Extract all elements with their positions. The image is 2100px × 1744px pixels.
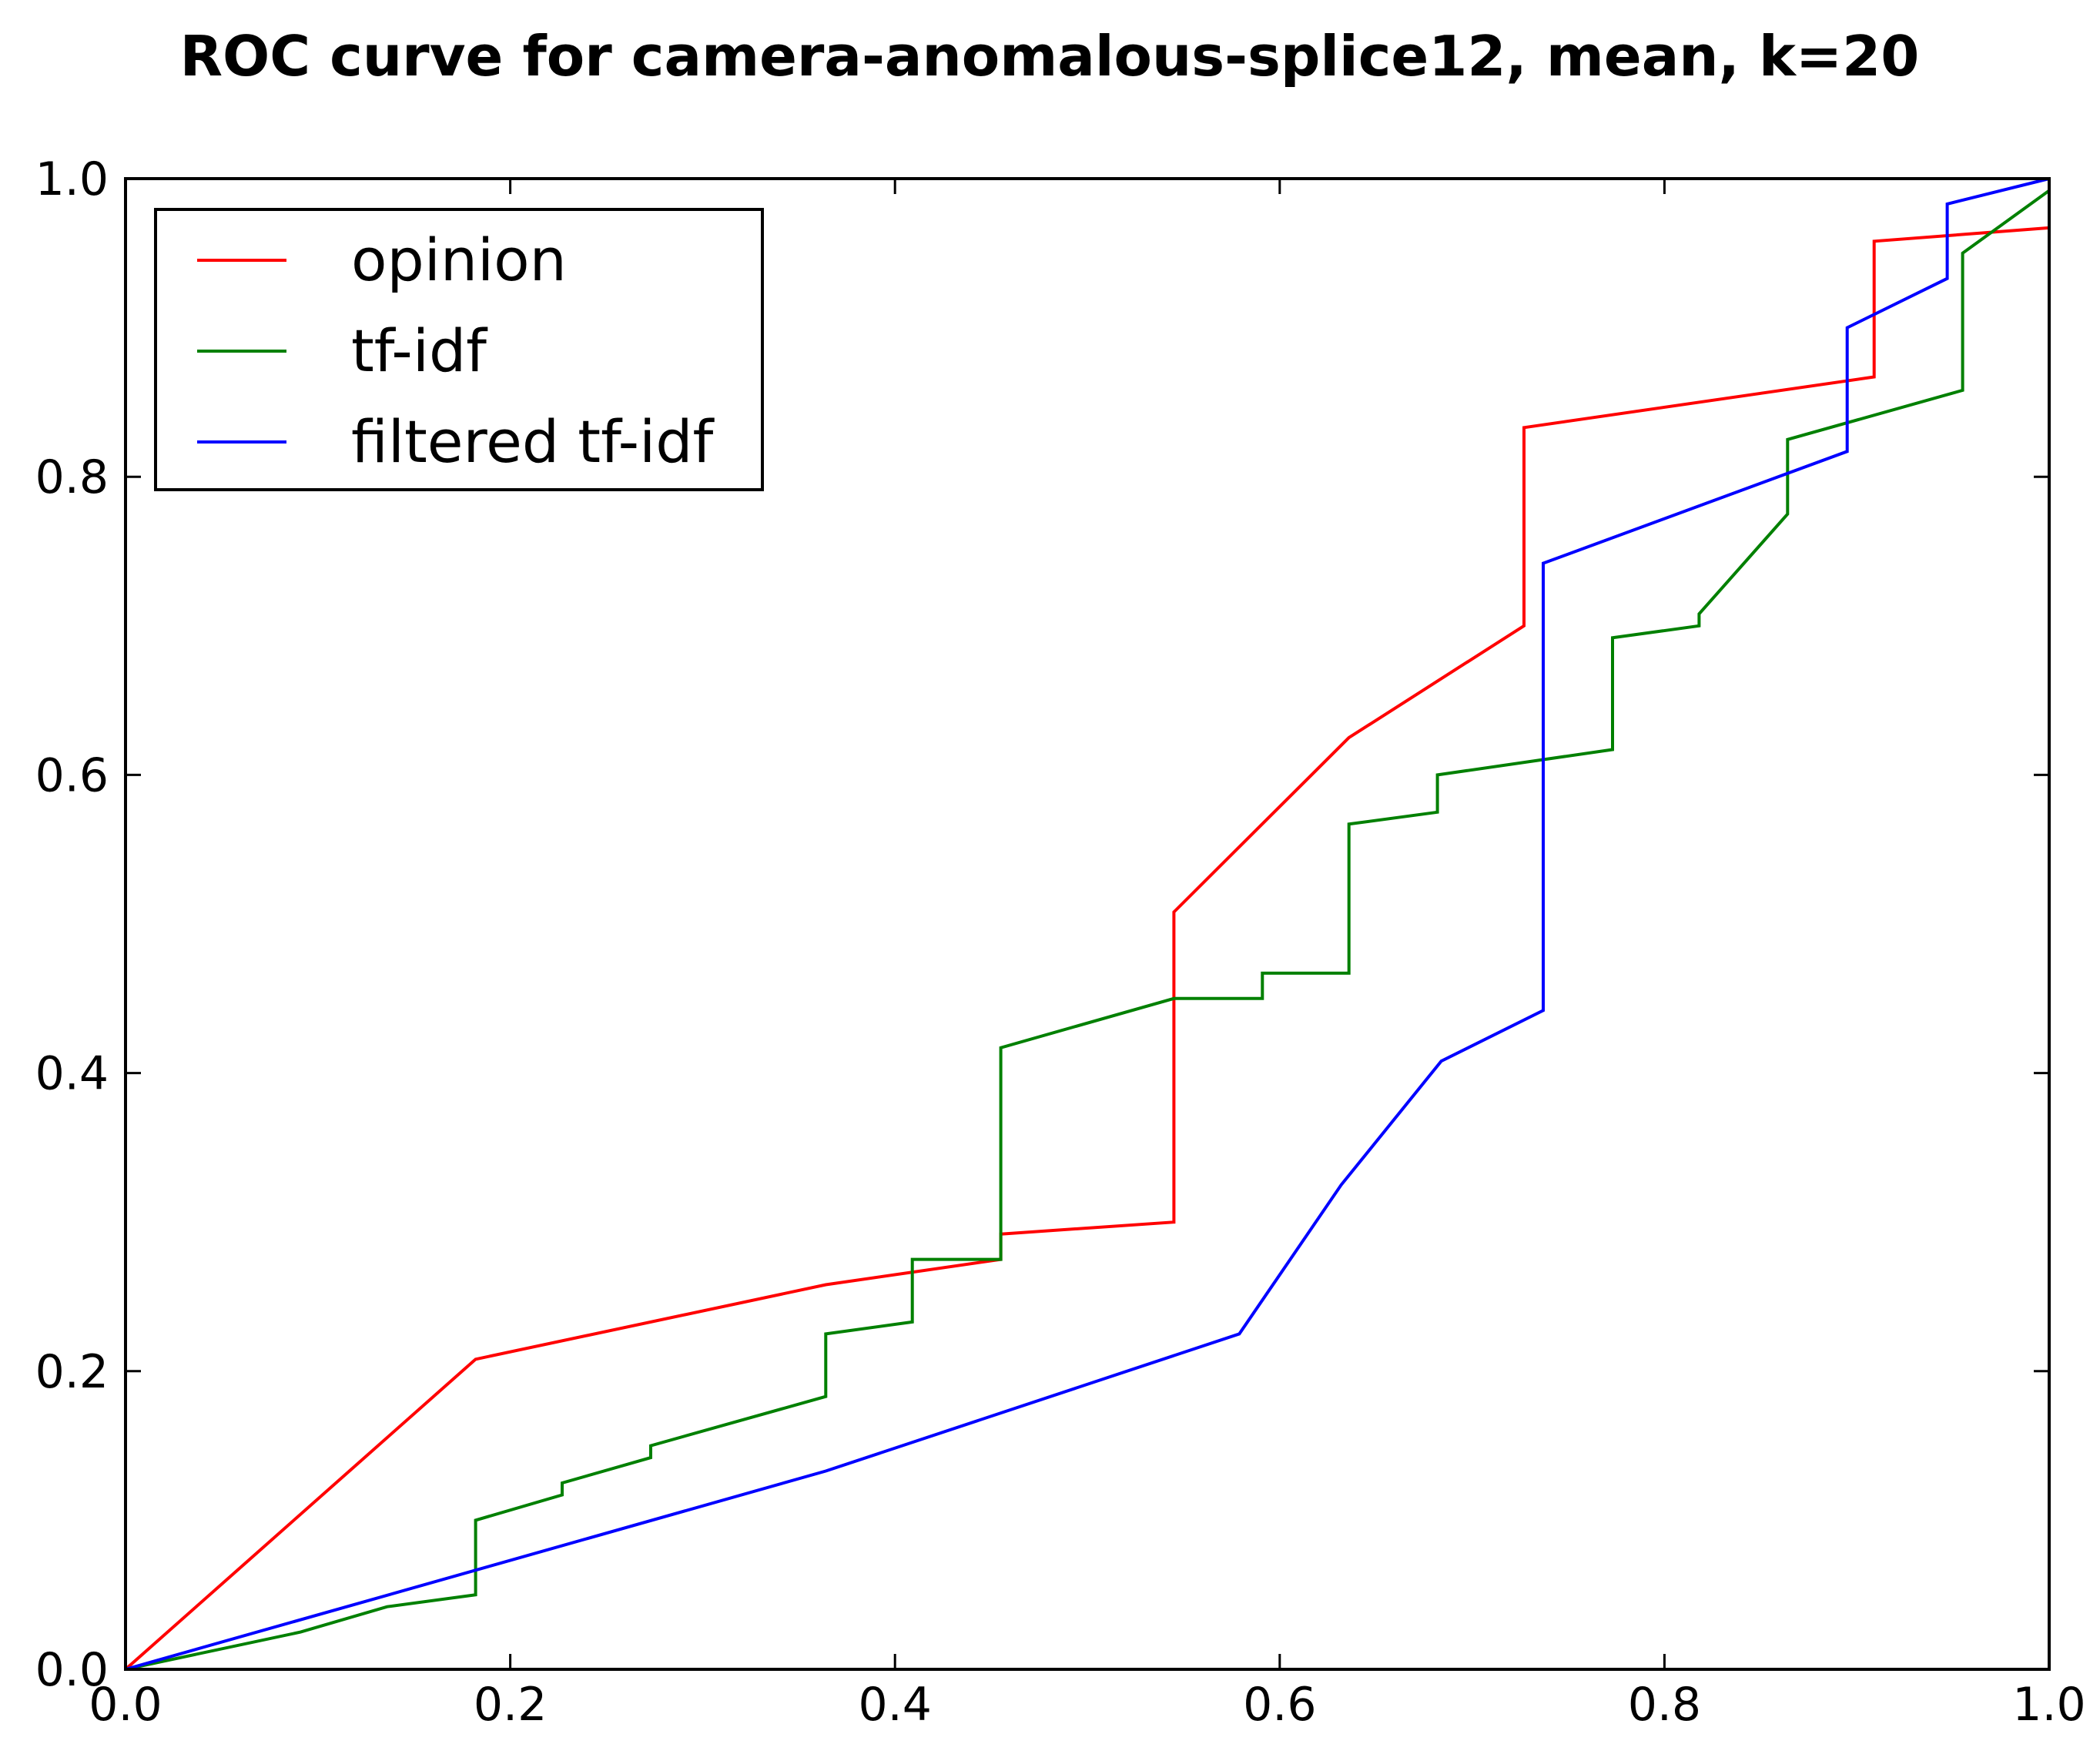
y-tick-label: 0.0 — [35, 1643, 109, 1697]
y-tick-label: 1.0 — [35, 152, 109, 206]
series-line-opinion — [124, 226, 2050, 1671]
legend-label: opinion — [351, 226, 567, 294]
series-line-tf-idf — [125, 189, 2051, 1671]
chart-title: ROC curve for camera-anomalous-splice12,… — [180, 24, 1920, 89]
x-tick-label: 0.0 — [89, 1678, 162, 1732]
legend-label: tf-idf — [351, 316, 488, 385]
x-tick-label: 0.6 — [1243, 1678, 1316, 1732]
plot-frame — [124, 177, 2051, 1671]
y-tick-label: 0.8 — [35, 450, 109, 504]
series-line-filtered-tf-idf — [125, 177, 2050, 1671]
y-tick-label: 0.4 — [35, 1047, 109, 1101]
plot-area — [124, 177, 2051, 1671]
y-tick-label: 0.6 — [35, 748, 109, 802]
axis-ticks: 0.0 0.2 0.4 0.6 0.8 1.0 0.0 0.2 0.4 0.6 0.8 1.0 — [35, 152, 2086, 1732]
legend-label: filtered tf-idf — [351, 407, 715, 476]
x-tick-label: 1.0 — [2012, 1678, 2085, 1732]
legend: opinion tf-idf filtered tf-idf — [154, 208, 764, 491]
x-tick-label: 0.2 — [474, 1678, 547, 1732]
x-tick-label: 0.4 — [858, 1678, 931, 1732]
y-tick-label: 0.2 — [35, 1345, 109, 1399]
x-tick-label: 0.8 — [1628, 1678, 1701, 1732]
